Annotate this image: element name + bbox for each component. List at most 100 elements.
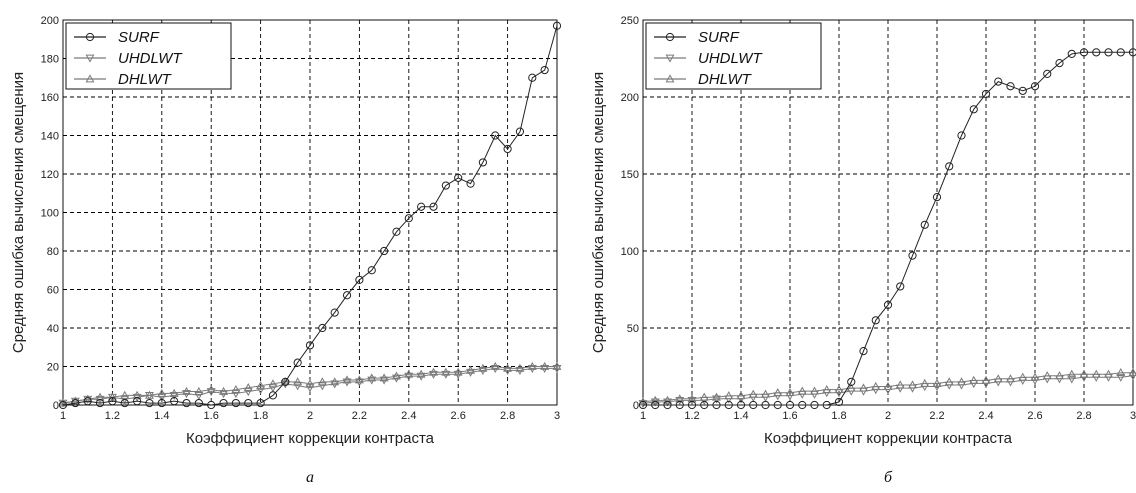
x-tick-label: 2 <box>307 410 313 422</box>
data-point-surf <box>491 131 500 140</box>
data-point-surf <box>724 400 733 410</box>
data-point-uhdlwt <box>1067 375 1077 384</box>
legend-marker-surf <box>85 32 95 42</box>
y-tick-label: 140 <box>41 131 59 143</box>
data-point-uhdlwt <box>712 395 721 404</box>
data-point-uhdlwt <box>342 378 352 387</box>
data-point-surf <box>1043 69 1052 79</box>
data-point-surf <box>834 397 844 407</box>
data-point-surf <box>231 398 240 408</box>
data-point-surf <box>454 173 463 182</box>
data-point-uhdlwt <box>379 376 389 385</box>
y-tick-label: 40 <box>47 323 59 335</box>
data-point-surf <box>380 246 389 256</box>
data-point-surf <box>392 227 401 236</box>
data-point-surf <box>994 77 1003 86</box>
legend-marker-dhlwt <box>85 74 95 83</box>
data-point-dhlwt <box>540 361 550 370</box>
data-point-uhdlwt <box>883 386 893 395</box>
data-point-uhdlwt <box>441 370 451 379</box>
data-point-dhlwt <box>527 361 537 370</box>
data-point-uhdlwt <box>981 380 991 389</box>
data-point-surf <box>700 400 709 410</box>
legend-label-surf: SURF <box>698 29 740 46</box>
data-point-surf <box>1104 48 1113 57</box>
legend-label-uhdlwt: UHDLWT <box>698 50 763 67</box>
data-point-surf <box>281 377 290 386</box>
legend-marker-uhdlwt <box>85 54 95 63</box>
x-tick-label: 2.6 <box>1027 410 1042 422</box>
data-point-dhlwt <box>663 395 672 404</box>
data-point-uhdlwt <box>478 366 488 375</box>
data-point-uhdlwt <box>895 384 905 393</box>
data-point-dhlwt <box>280 377 290 386</box>
data-point-dhlwt <box>441 367 451 376</box>
data-point-dhlwt <box>379 373 389 382</box>
data-point-dhlwt <box>712 392 721 401</box>
x-tick-label: 2.8 <box>500 410 515 422</box>
data-point-uhdlwt <box>846 387 856 396</box>
data-point-surf <box>651 400 660 410</box>
data-point-uhdlwt <box>773 392 783 401</box>
data-point-uhdlwt <box>993 378 1003 387</box>
data-point-dhlwt <box>206 384 216 393</box>
data-point-surf <box>969 105 978 114</box>
data-point-dhlwt <box>268 379 278 388</box>
series-uhdlwt <box>638 372 1136 409</box>
data-point-surf <box>1067 49 1076 58</box>
data-point-uhdlwt <box>1104 373 1113 382</box>
data-point-dhlwt <box>169 388 179 397</box>
data-point-uhdlwt <box>920 383 930 392</box>
data-point-uhdlwt <box>293 382 303 391</box>
x-tick-label: 2.2 <box>352 410 367 422</box>
data-point-uhdlwt <box>969 380 979 389</box>
x-tick-label: 1.8 <box>253 410 268 422</box>
data-point-surf <box>170 397 179 406</box>
data-point-dhlwt <box>466 365 475 374</box>
x-tick-label: 2.4 <box>978 410 993 422</box>
data-point-uhdlwt <box>1006 378 1015 387</box>
data-point-uhdlwt <box>317 382 327 391</box>
data-point-uhdlwt <box>810 390 819 399</box>
y-tick-label: 0 <box>53 400 59 412</box>
data-point-surf <box>293 358 302 367</box>
x-tick-label: 2.6 <box>451 410 466 422</box>
data-point-dhlwt <box>157 388 167 397</box>
data-point-dhlwt <box>367 373 377 382</box>
x-tick-label: 1.8 <box>831 410 846 422</box>
data-point-uhdlwt <box>785 392 795 401</box>
data-point-uhdlwt <box>194 391 204 401</box>
data-point-surf <box>932 193 942 202</box>
data-point-surf <box>182 398 191 408</box>
data-point-dhlwt <box>1116 368 1126 377</box>
data-point-uhdlwt <box>797 390 807 399</box>
data-point-surf <box>219 398 228 408</box>
data-point-uhdlwt <box>231 390 241 399</box>
data-point-uhdlwt <box>1128 372 1136 381</box>
data-point-uhdlwt <box>761 393 770 402</box>
x-tick-label: 3 <box>554 410 560 422</box>
data-point-surf <box>810 400 819 410</box>
y-tick-label: 50 <box>627 323 639 335</box>
data-point-dhlwt <box>293 377 303 386</box>
data-point-uhdlwt <box>429 370 438 379</box>
data-point-surf <box>896 282 905 291</box>
data-point-uhdlwt <box>367 376 377 385</box>
data-point-dhlwt <box>231 384 241 393</box>
data-point-surf <box>871 316 880 325</box>
data-point-uhdlwt <box>1030 376 1040 385</box>
data-point-surf <box>503 144 512 154</box>
legend-label-surf: SURF <box>118 29 160 46</box>
chart-panel-b: 1 1.2 1.4 1.6 1.8 2 2.2 2.4 2.6 2.8 3 0 50 100 150 200 2… <box>568 0 1136 493</box>
data-point-uhdlwt <box>932 383 942 392</box>
data-point-surf <box>108 397 117 406</box>
x-tick-label: 3 <box>1130 410 1136 422</box>
legend: SURF UHDLWT DHLWT <box>645 22 822 90</box>
data-point-dhlwt <box>453 367 463 376</box>
y-tick-label: 100 <box>621 246 639 258</box>
data-point-uhdlwt <box>1055 375 1064 384</box>
data-point-surf <box>1116 48 1125 57</box>
data-point-surf <box>1055 59 1064 68</box>
data-point-surf <box>749 400 758 410</box>
data-point-surf <box>330 308 339 317</box>
